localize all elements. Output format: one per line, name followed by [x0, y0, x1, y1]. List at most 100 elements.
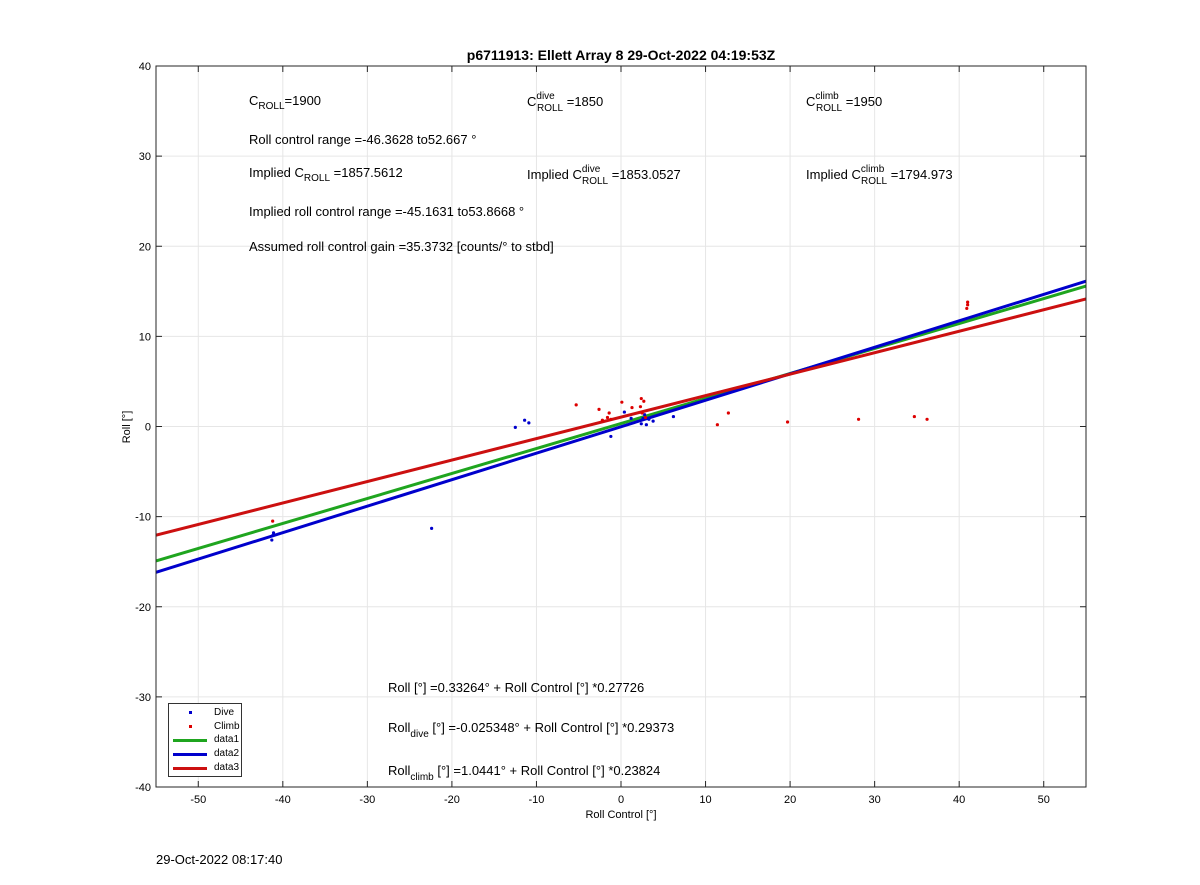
point-climb [600, 418, 605, 422]
c-roll-annotation: CROLL=1900 [249, 93, 321, 112]
y-tick-label: -30 [135, 692, 151, 704]
point-climb [609, 417, 613, 421]
c-roll-climb-sub: ROLL [816, 103, 843, 114]
legend-label-climb: Climb [214, 721, 240, 732]
fit-climb-base: Roll [388, 763, 411, 778]
legend-item-data2: data2 [169, 747, 241, 760]
point-dive [643, 413, 647, 417]
point-dive [271, 533, 275, 538]
point-climb [643, 415, 648, 420]
x-tick-label: -30 [359, 794, 375, 806]
point-climb [597, 407, 601, 411]
point-dive [270, 538, 274, 542]
implied-c-roll-dive-prefix: Implied C [527, 167, 582, 182]
y-tick-label: -40 [135, 782, 151, 794]
c-roll-dive-value: =1850 [563, 94, 603, 109]
point-climb [640, 411, 644, 415]
point-dive [622, 410, 626, 414]
x-tick-label: 30 [869, 794, 881, 806]
y-tick-label: -20 [135, 602, 151, 614]
point-dive [430, 526, 434, 530]
c-roll-dive-sup: dive [536, 91, 555, 102]
y-tick-label: 20 [139, 241, 151, 253]
gain-note: Assumed roll control gain =35.3732 [coun… [249, 239, 554, 254]
y-tick-label: 30 [139, 151, 151, 163]
fit-dive-value: [°] =-0.025348° + Roll Control [°] *0.29… [429, 720, 674, 735]
legend-line-data3 [173, 767, 207, 770]
fit-climb-value: [°] =1.0441° + Roll Control [°] *0.23824 [434, 763, 661, 778]
implied-c-roll-dive-value: =1853.0527 [608, 167, 681, 182]
point-climb [630, 405, 634, 410]
c-roll-dive-base: C [527, 94, 536, 109]
point-dive [651, 419, 655, 423]
point-climb [607, 411, 611, 415]
implied-c-roll-climb-sup: climb [861, 164, 885, 175]
c-roll-value: =1900 [285, 93, 322, 108]
implied-range: Implied roll control range =-45.1631 to5… [249, 204, 524, 219]
point-climb [639, 396, 643, 401]
legend-item-data3: data3 [169, 761, 241, 774]
point-climb [925, 417, 929, 421]
legend-line-data1 [173, 739, 207, 742]
c-roll-climb-sup: climb [815, 91, 839, 102]
x-tick-label: 0 [618, 794, 624, 806]
fit-all: Roll [°] =0.33264° + Roll Control [°] *0… [388, 680, 644, 695]
point-climb [966, 300, 970, 304]
x-tick-label: -10 [529, 794, 545, 806]
roll-control-range: Roll control range =-46.3628 to52.667 ° [249, 132, 476, 147]
x-tick-label: -20 [444, 794, 460, 806]
point-dive [671, 414, 676, 419]
legend-label-dive: Dive [214, 707, 235, 718]
point-climb [715, 423, 719, 427]
c-roll-climb-value: =1950 [842, 94, 882, 109]
implied-c-roll-climb-value: =1794.973 [887, 167, 952, 182]
point-climb [965, 306, 969, 311]
point-dive [639, 422, 643, 426]
implied-c-roll-dive-sub: ROLL [582, 176, 609, 187]
point-dive [629, 416, 633, 420]
implied-c-roll: Implied CROLL =1857.5612 [249, 165, 403, 184]
c-roll-climb-base: C [806, 94, 815, 109]
implied-c-roll-prefix: Implied C [249, 165, 304, 180]
implied-c-roll-climb: Implied Cclimb ROLL =1794.973 [806, 164, 953, 187]
point-dive [523, 418, 527, 422]
x-tick-label: 10 [699, 794, 711, 806]
point-climb [574, 403, 578, 407]
chart-title: p6711913: Ellett Array 8 29-Oct-2022 04:… [467, 47, 776, 63]
point-dive [527, 421, 531, 425]
implied-c-roll-dive: Implied Cdive ROLL =1853.0527 [527, 164, 681, 187]
fit-dive-base: Roll [388, 720, 411, 735]
legend-label-data2: data2 [214, 748, 240, 759]
fit-climb: Rollclimb [°] =1.0441° + Roll Control [°… [388, 763, 660, 783]
implied-c-roll-dive-sup: dive [582, 164, 601, 175]
point-dive [609, 434, 613, 439]
fit-dive: Rolldive [°] =-0.025348° + Roll Control … [388, 720, 674, 740]
point-climb [642, 399, 646, 403]
x-tick-label: -40 [275, 794, 291, 806]
legend-line-data2 [173, 753, 207, 756]
x-tick-label: 40 [953, 794, 965, 806]
point-climb [785, 420, 790, 424]
x-tick-label: 20 [784, 794, 796, 806]
y-tick-label: -10 [135, 512, 151, 524]
implied-c-roll-climb-sub: ROLL [861, 176, 888, 187]
c-roll-dive-annotation: Cdive ROLL =1850 [527, 91, 603, 114]
footer-timestamp: 29-Oct-2022 08:17:40 [156, 852, 283, 867]
point-climb [605, 415, 610, 420]
point-dive [513, 425, 517, 430]
point-climb [271, 519, 275, 523]
c-roll-sub: ROLL [258, 101, 285, 112]
point-dive [271, 531, 276, 535]
point-climb [620, 400, 624, 404]
point-climb [966, 303, 970, 307]
fit-line-data3 [156, 297, 1086, 537]
implied-c-roll-sub: ROLL [304, 173, 331, 184]
y-tick-label: 10 [139, 331, 151, 343]
legend-marker-dive [189, 711, 192, 714]
implied-c-roll-climb-prefix: Implied C [806, 167, 861, 182]
legend-item-climb: Climb [169, 720, 241, 733]
y-tick-label: 40 [139, 61, 151, 73]
x-tick-label: -50 [190, 794, 206, 806]
point-climb [726, 411, 730, 415]
